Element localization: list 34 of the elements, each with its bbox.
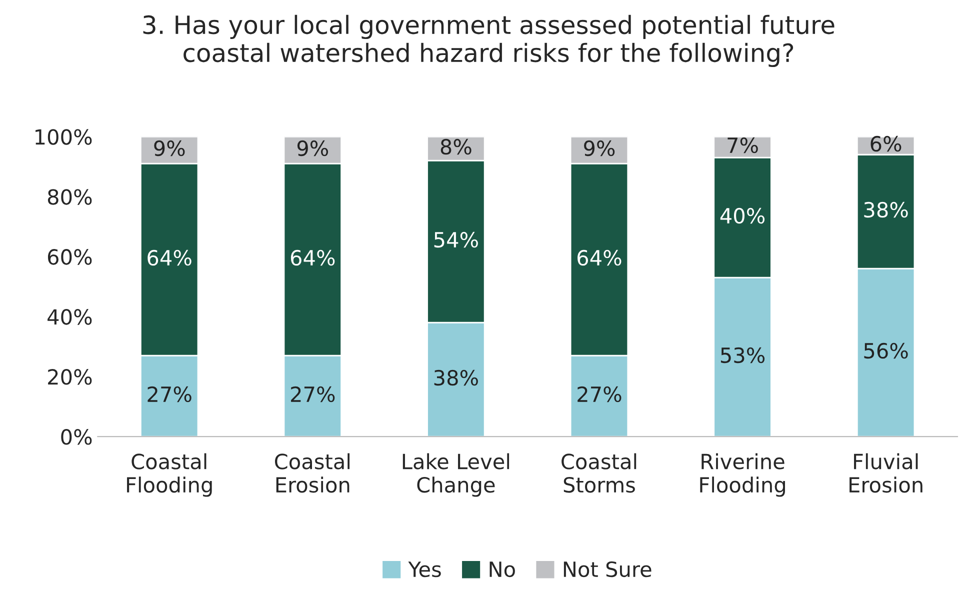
- y-tick-label: 100%: [36, 129, 92, 145]
- x-tick-label: Coastal Storms: [562, 453, 636, 493]
- data-label: 7%: [728, 137, 758, 154]
- y-tick-label: 40%: [48, 309, 92, 325]
- chart-title: 3. Has your local government assessed potential future coastal watershed hazard risks for the following?: [143, 14, 834, 68]
- data-label: 27%: [578, 386, 622, 402]
- data-label: 8%: [440, 138, 472, 155]
- data-label: 64%: [290, 250, 335, 266]
- data-label: 64%: [148, 250, 192, 266]
- data-label: 27%: [291, 386, 335, 402]
- x-tick-label: Coastal Erosion: [274, 453, 350, 493]
- data-label: 40%: [720, 208, 765, 224]
- x-tick-label: Lake Level Change: [402, 453, 510, 497]
- data-label: 56%: [864, 342, 908, 359]
- legend-label: Yes: [408, 562, 441, 578]
- y-tick-label: 80%: [48, 189, 92, 205]
- legend-label: Not Sure: [564, 561, 652, 578]
- legend-label: No: [490, 562, 515, 578]
- data-label: 9%: [297, 140, 328, 156]
- y-tick-label: 20%: [48, 369, 92, 385]
- data-label: 64%: [578, 250, 622, 266]
- x-tick-label: Riverine Flooding: [700, 453, 785, 497]
- x-tick-label: Coastal Flooding: [127, 453, 212, 497]
- data-label: 53%: [720, 347, 765, 364]
- y-tick-label: 60%: [48, 249, 92, 265]
- data-label: 9%: [584, 140, 615, 156]
- y-tick-label: 0%: [61, 429, 92, 445]
- data-label: 6%: [870, 136, 902, 152]
- data-label: 38%: [434, 370, 478, 386]
- data-label: 9%: [154, 140, 185, 156]
- data-label: 27%: [148, 386, 192, 402]
- data-label: 38%: [864, 202, 908, 218]
- x-tick-label: Fluvial Erosion: [850, 453, 922, 493]
- data-label: 54%: [434, 232, 478, 248]
